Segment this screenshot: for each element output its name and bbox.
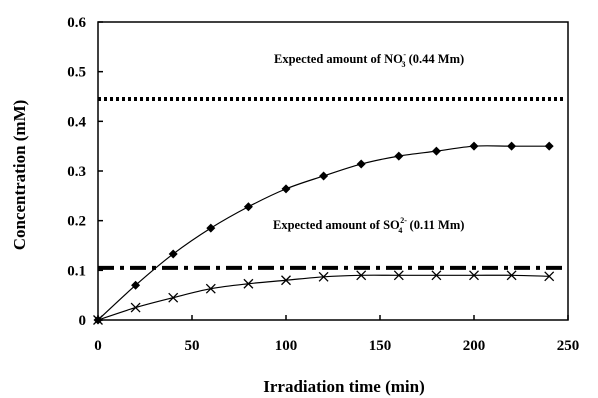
x-tick-label-1: 0 (94, 338, 102, 354)
annotation-so4-suffix: (0.11 Mm) (406, 218, 464, 232)
tick-labels: 0 0.1 0.2 0.3 0.4 0.5 0.6 0 50 100 150 200 250 (67, 15, 579, 354)
reference-lines (98, 96, 564, 270)
annotation-no3: Expected amount of NO-3 (0.44 Mm) (274, 50, 464, 69)
annotation-so4-sup: 2- (400, 216, 407, 225)
series-1-point-6 (281, 184, 291, 194)
series-2-point-2 (130, 302, 141, 313)
series-2-line (97, 274, 550, 321)
series-1-point-12 (507, 141, 517, 151)
series-1-point-11 (469, 141, 479, 151)
annotation-so4: Expected amount of SO2-4 (0.11 Mm) (273, 216, 464, 235)
annotation-no3-prefix: Expected amount of NO (274, 52, 403, 66)
x-axis-title: Irradiation time (min) (263, 377, 424, 396)
y-tick-label-4: 0.3 (67, 164, 86, 180)
y-tick-label-1: 0 (79, 313, 87, 329)
annotation-no3-sub: 3 (402, 60, 406, 69)
series-1-point-9 (394, 151, 404, 161)
y-tick-label-7: 0.6 (67, 15, 86, 31)
series-2-point-12 (506, 270, 517, 281)
series-1-point-5 (243, 202, 253, 212)
series-2-point-4 (205, 283, 216, 294)
axes (97, 21, 569, 321)
series-2-point-10 (431, 270, 442, 281)
series-1-point-2 (131, 280, 141, 290)
annotation-no3-suffix: (0.44 Mm) (406, 52, 465, 66)
y-axis-title: Concentration (mM) (10, 100, 29, 251)
series-2-point-7 (318, 271, 329, 282)
series-2-point-13 (544, 271, 555, 282)
y-tick-label-2: 0.1 (67, 263, 86, 279)
series-layer (93, 141, 555, 325)
annotation-no3-sup: - (403, 50, 406, 59)
series-1-point-7 (319, 171, 329, 181)
x-tick-label-4: 150 (369, 338, 392, 354)
y-tick-label-3: 0.2 (67, 214, 86, 230)
series-2-point-8 (356, 270, 367, 281)
series-2-point-3 (168, 292, 179, 303)
annotation-so4-sub: 4 (398, 226, 402, 235)
series-1-point-3 (168, 249, 178, 259)
y-tick-label-6: 0.5 (67, 65, 86, 81)
series-1-point-8 (356, 159, 366, 169)
series-1-point-4 (206, 223, 216, 233)
annotation-so4-prefix: Expected amount of SO (273, 218, 400, 232)
x-tick-label-6: 250 (557, 338, 580, 354)
series-1-point-10 (431, 146, 441, 156)
y-tick-label-5: 0.4 (67, 114, 86, 130)
series-2-point-9 (393, 270, 404, 281)
series-2-point-6 (281, 275, 291, 286)
series-1-point-13 (544, 141, 554, 151)
x-tick-label-3: 100 (275, 338, 298, 354)
x-tick-label-5: 200 (463, 338, 486, 354)
series-2-point-5 (243, 278, 254, 289)
series-2-point-11 (469, 270, 479, 281)
x-tick-label-2: 50 (185, 338, 200, 354)
